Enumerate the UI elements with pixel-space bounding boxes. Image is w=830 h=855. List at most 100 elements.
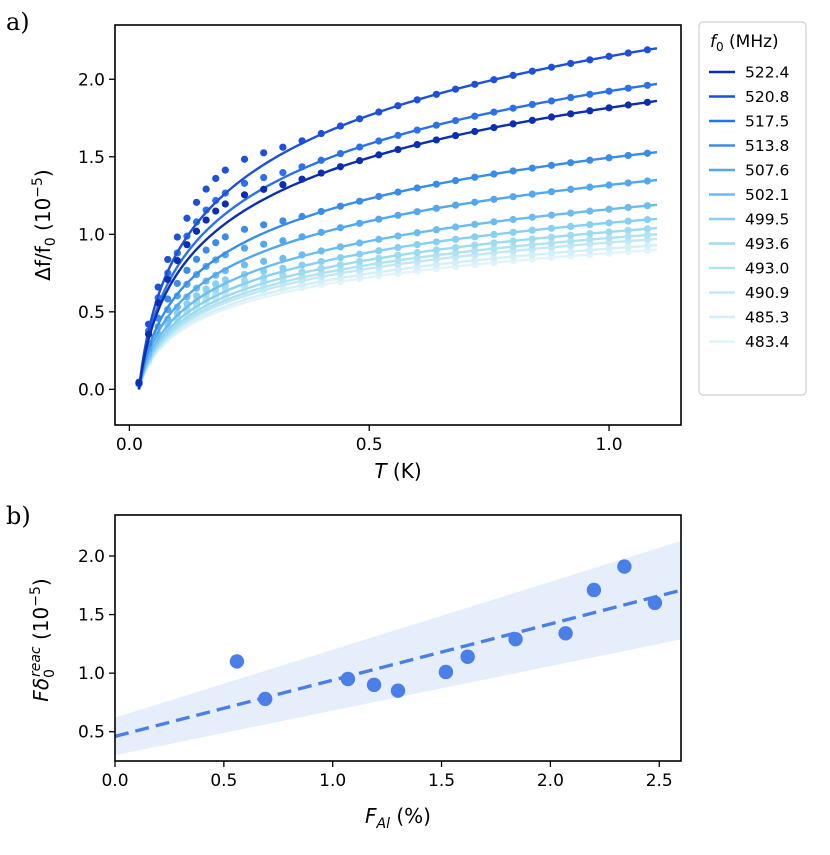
data-point-493.0 [490,245,498,253]
data-point-502.1 [298,251,306,259]
data-point-520.8 [528,67,536,75]
scatter-point [558,626,573,641]
panel-b-x-tick-label: 1.5 [428,771,455,791]
data-point-513.8 [490,170,498,178]
data-point-493.0 [394,256,402,265]
data-point-522.4 [240,191,249,199]
data-point-513.8 [394,188,402,196]
legend-label-490.9: 490.9 [745,284,789,302]
scatter-point [366,677,382,693]
data-point-493.0 [528,241,536,249]
data-point-520.8 [375,108,383,116]
fit-line-522.4 [137,99,658,390]
data-point-502.1 [605,205,613,213]
data-point-507.6 [279,237,287,245]
data-point-493.6 [298,268,306,276]
data-point-520.8 [413,96,421,104]
data-point-522.4 [135,379,143,387]
data-point-502.1 [586,207,594,215]
data-point-522.4 [317,169,325,177]
panel-b-chart: 0.0 0.5 1.0 1.5 2.0 2.5 0.51.01.52.0 FAl (%) … [28,514,682,832]
data-point-520.8 [547,63,556,71]
data-point-522.4 [356,157,364,165]
data-point-520.8 [586,56,594,64]
legend-title: f0 (MHz) [710,32,779,54]
data-point-493.6 [471,241,479,249]
panel-b-x-ticks: 0.0 0.5 1.0 1.5 2.0 2.5 [101,761,673,791]
data-point-522.4 [298,175,306,183]
data-point-502.1 [375,235,383,243]
data-point-522.4 [471,127,479,136]
legend-label-507.6: 507.6 [745,162,789,180]
data-point-485.3 [605,244,613,253]
data-point-520.8 [336,122,345,130]
data-point-520.8 [509,71,517,79]
panel-b-y-tick-label: 1.5 [78,606,105,626]
data-point-499.5 [586,220,594,229]
data-point-499.5 [432,238,440,246]
data-point-507.6 [490,195,498,203]
data-point-507.6 [567,185,575,193]
fit-line-517.5 [137,82,658,390]
series-522.4 [135,98,658,390]
data-point-520.8 [192,198,201,206]
data-point-513.8 [221,233,229,241]
data-point-493.6 [586,229,594,238]
fit-line-490.9 [137,237,658,390]
data-point-522.4 [375,151,383,159]
legend-items: 522.4 520.8 517.5 513.8 507.6 502.1 499.5 493.6… [709,64,789,351]
fit-line-499.5 [137,217,658,390]
data-point-513.8 [375,192,383,201]
data-point-517.5 [643,81,652,89]
data-point-507.6 [471,198,479,206]
data-point-517.5 [432,121,440,129]
data-point-522.4 [164,275,172,284]
data-point-493.0 [624,232,632,241]
data-point-493.6 [394,251,402,259]
data-point-493.0 [547,239,556,247]
data-point-522.4 [394,145,402,154]
data-point-493.6 [356,257,364,266]
scatter-point [647,595,663,611]
data-point-499.5 [336,254,345,262]
data-point-513.8 [173,279,181,288]
data-point-485.3 [356,271,364,279]
data-point-513.8 [279,217,287,225]
panel-b-x-tick-label: 2.0 [537,771,564,791]
data-point-513.8 [317,207,325,216]
data-point-522.4 [173,256,181,265]
panel-a-x-tick-label: 0.5 [356,435,383,455]
data-point-513.8 [471,173,479,181]
panel-a-x-tick-label: 1.0 [596,435,623,455]
data-point-499.5 [509,228,517,236]
data-point-513.8 [202,246,210,254]
data-point-485.3 [509,253,517,261]
data-point-522.4 [451,131,460,140]
data-point-513.8 [192,255,201,263]
fit-line-513.8 [137,150,658,390]
data-point-522.4 [413,140,421,149]
data-point-502.1 [432,226,440,234]
data-point-520.8 [173,233,181,241]
panel-b-x-tick-label: 1.0 [319,771,346,791]
data-point-493.0 [451,249,460,257]
data-point-517.5 [567,93,575,102]
fit-line-485.3 [137,243,658,390]
data-point-502.1 [336,243,345,251]
panel-b-x-tick-label: 2.5 [646,771,673,791]
data-point-522.4 [183,241,191,249]
data-point-513.8 [586,156,594,164]
data-point-522.4 [605,104,613,112]
scatter-point [460,649,475,664]
series-517.5 [135,81,658,390]
data-point-499.5 [547,224,556,232]
data-point-522.4 [547,113,556,121]
data-point-499.5 [471,233,479,241]
legend-label-520.8: 520.8 [745,88,789,106]
data-point-485.3 [643,242,652,250]
panel-b-x-tick-label: 0.0 [101,771,128,791]
legend-label-522.4: 522.4 [745,64,789,82]
data-point-502.1 [643,202,652,210]
data-point-513.8 [624,151,632,160]
data-point-493.6 [528,235,536,243]
